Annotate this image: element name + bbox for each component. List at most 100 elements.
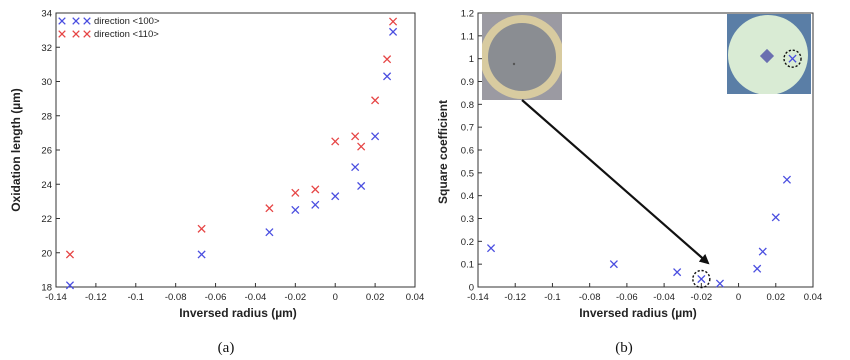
- y-tick-label: 26: [41, 146, 52, 157]
- point-direction-110: [311, 185, 320, 194]
- y-tick-label: 0.1: [461, 260, 474, 271]
- y-tick-label: 1.2: [461, 9, 474, 20]
- y-tick-label: 34: [41, 9, 52, 20]
- x-tick-label: -0.12: [504, 292, 526, 303]
- point-direction-110: [383, 55, 392, 64]
- point-direction-110: [351, 132, 360, 141]
- highlight-circle: [692, 269, 711, 289]
- x-tick-label: -0.02: [285, 292, 307, 303]
- panel-b-caption: (b): [615, 340, 633, 356]
- point-square-coefficient: [782, 175, 792, 184]
- legend-marker: [58, 30, 66, 38]
- x-tick-label: -0.12: [85, 292, 107, 303]
- point-direction-100: [311, 200, 320, 209]
- point-direction-100: [331, 192, 340, 201]
- point-direction-110: [357, 142, 366, 151]
- point-direction-110: [331, 137, 340, 146]
- legend-marker: [83, 17, 91, 25]
- x-tick-label: 0: [736, 292, 741, 303]
- point-square-coefficient: [609, 260, 618, 269]
- x-tick-label: -0.04: [245, 292, 267, 303]
- panel-b-y-axis: 0 0.1 0.2 0.3 0.4 0.5 0.6 0.7 0.8 0.9 1 1.1 1.2: [461, 9, 482, 294]
- x-tick-label: 0: [333, 292, 338, 303]
- panel-b-data-points: [486, 54, 797, 288]
- y-tick-label: 1.1: [461, 31, 474, 42]
- point-square-coefficient: [673, 268, 682, 277]
- point-square-coefficient: [753, 264, 762, 273]
- wafer-ring-photo-icon: [482, 14, 562, 100]
- legend-marker: [83, 30, 91, 38]
- point-square-coefficient: [758, 247, 767, 256]
- x-tick-label: 0.04: [406, 292, 425, 303]
- panel-a-y-axis: 18 20 22 24 26 28 30 32 34: [41, 9, 60, 294]
- panel-b-y-axis-title: Square coefficient: [436, 100, 450, 204]
- point-direction-100: [389, 27, 398, 36]
- point-direction-110: [65, 250, 75, 259]
- legend-marker: [58, 17, 66, 25]
- point-direction-100: [65, 281, 75, 290]
- panel-b-x-axis: -0.14 -0.12 -0.1 -0.08 -0.06 -0.04 -0.02 0 0.02 0…: [467, 283, 822, 303]
- y-tick-label: 0: [469, 283, 474, 294]
- x-tick-label: -0.04: [653, 292, 675, 303]
- x-tick-label: -0.06: [205, 292, 227, 303]
- y-tick-label: 0.9: [461, 77, 474, 88]
- panel-a-y-axis-title: Oxidation length (µm): [9, 88, 23, 212]
- point-direction-110: [197, 224, 206, 233]
- point-square-coefficient: [788, 54, 797, 63]
- x-tick-label: -0.14: [467, 292, 489, 303]
- panel-b-highlight-circles: [692, 49, 802, 289]
- y-tick-label: 0.2: [461, 237, 474, 248]
- x-tick-label: -0.14: [45, 292, 67, 303]
- x-tick-label: -0.08: [579, 292, 601, 303]
- y-tick-label: 1: [469, 54, 474, 65]
- legend-entry-direction-110: direction <110>: [58, 29, 159, 40]
- point-square-coefficient: [715, 279, 725, 288]
- point-direction-100: [357, 181, 366, 191]
- point-direction-100: [265, 228, 274, 237]
- y-tick-label: 0.8: [461, 100, 474, 111]
- x-tick-label: -0.1: [544, 292, 560, 303]
- x-tick-label: 0.04: [804, 292, 823, 303]
- point-direction-100: [371, 132, 380, 141]
- legend-label-100: direction <100>: [94, 16, 160, 27]
- legend-marker: [72, 30, 80, 38]
- panel-a-oxidation-length: -0.14 -0.12 -0.1 -0.08 -0.06 -0.04 -0.02 0 0.02 0…: [9, 9, 424, 357]
- point-direction-100: [197, 250, 206, 259]
- point-direction-100: [383, 72, 392, 81]
- point-direction-110: [371, 96, 380, 105]
- y-tick-label: 22: [41, 214, 52, 225]
- legend-markers-100: [58, 17, 91, 25]
- y-tick-label: 20: [41, 248, 52, 259]
- panel-a-legend: direction <100> direction <110>: [58, 16, 160, 40]
- y-tick-label: 0.3: [461, 214, 474, 225]
- x-tick-label: -0.1: [128, 292, 144, 303]
- x-tick-label: -0.08: [165, 292, 187, 303]
- panel-a-x-axis: -0.14 -0.12 -0.1 -0.08 -0.06 -0.04 -0.02 0 0.02 0…: [45, 283, 424, 303]
- point-direction-110: [389, 17, 398, 26]
- y-tick-label: 0.6: [461, 146, 474, 157]
- y-tick-label: 0.4: [461, 191, 474, 202]
- panel-a-plot-frame: [55, 12, 416, 288]
- legend-marker: [72, 17, 80, 25]
- point-square-coefficient: [697, 274, 706, 284]
- panel-b-x-axis-title: Inversed radius (µm): [579, 306, 697, 320]
- y-tick-label: 0.7: [461, 123, 474, 134]
- y-tick-label: 24: [41, 180, 52, 191]
- point-direction-110: [291, 188, 300, 197]
- point-direction-100: [351, 163, 360, 172]
- y-tick-label: 18: [41, 283, 52, 294]
- panel-a-x-axis-title: Inversed radius (µm): [179, 306, 297, 320]
- y-tick-label: 32: [41, 43, 52, 54]
- point-square-coefficient: [486, 244, 496, 253]
- legend-label-110: direction <110>: [94, 29, 159, 40]
- x-tick-label: -0.02: [691, 292, 713, 303]
- wafer-square-photo-icon: [727, 14, 811, 94]
- x-tick-label: 0.02: [366, 292, 385, 303]
- panel-a-data-points: [65, 17, 398, 290]
- point-square-coefficient: [771, 213, 780, 222]
- point-direction-100: [291, 205, 300, 214]
- legend-markers-110: [58, 30, 91, 38]
- x-tick-label: -0.06: [616, 292, 638, 303]
- point-direction-110: [265, 204, 274, 213]
